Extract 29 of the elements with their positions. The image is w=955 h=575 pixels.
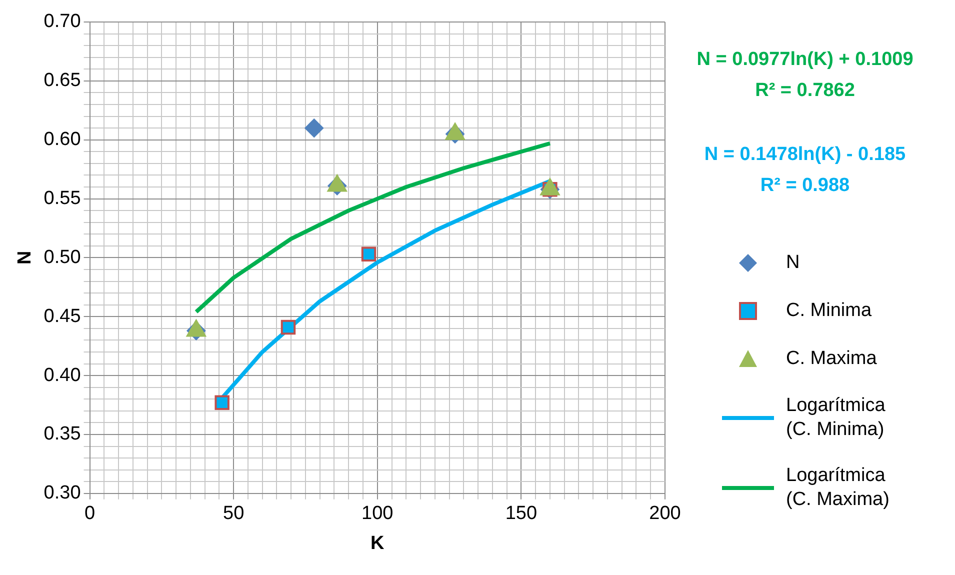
legend-label: C. Maxima: [786, 347, 878, 371]
text: R² = 0.7862: [755, 80, 855, 102]
y-tick-label: 0.45: [44, 306, 81, 327]
legend-label: N: [786, 251, 801, 275]
y-tick-label: 0.70: [44, 11, 81, 32]
legend-label: Logarítmica (C. Minima): [786, 394, 886, 442]
y-tick-label: 0.35: [44, 424, 81, 445]
point: [361, 246, 376, 262]
y-tick-label: 0.60: [44, 129, 81, 150]
legend-label: C. Minima: [786, 299, 873, 323]
x-tick-label: 0: [84, 503, 96, 524]
y-tick-label: 0.55: [44, 188, 81, 210]
point: [304, 118, 324, 138]
y-tick-label: 0.65: [44, 70, 81, 92]
x-axis-title: K: [370, 532, 385, 554]
text: N = 0.1478ln(K) - 0.185: [704, 144, 906, 166]
text: R² = 0.988: [760, 175, 850, 196]
y-tick-label: 0.30: [44, 482, 81, 504]
y-tick-label: 0.40: [44, 364, 81, 386]
x-tick-label: 200: [649, 503, 681, 524]
y-axis-title: N: [14, 250, 36, 265]
legend-label: Logarítmica (C. Maxima): [786, 464, 890, 512]
y-tick-label: 0.50: [44, 246, 81, 268]
x-tick-label: 100: [362, 503, 394, 524]
point: [280, 320, 296, 335]
x-tick-label: 150: [505, 503, 538, 524]
x-tick-label: 50: [223, 503, 244, 524]
point: [214, 395, 230, 410]
text: N = 0.0977ln(K) + 0.1009: [696, 49, 914, 70]
